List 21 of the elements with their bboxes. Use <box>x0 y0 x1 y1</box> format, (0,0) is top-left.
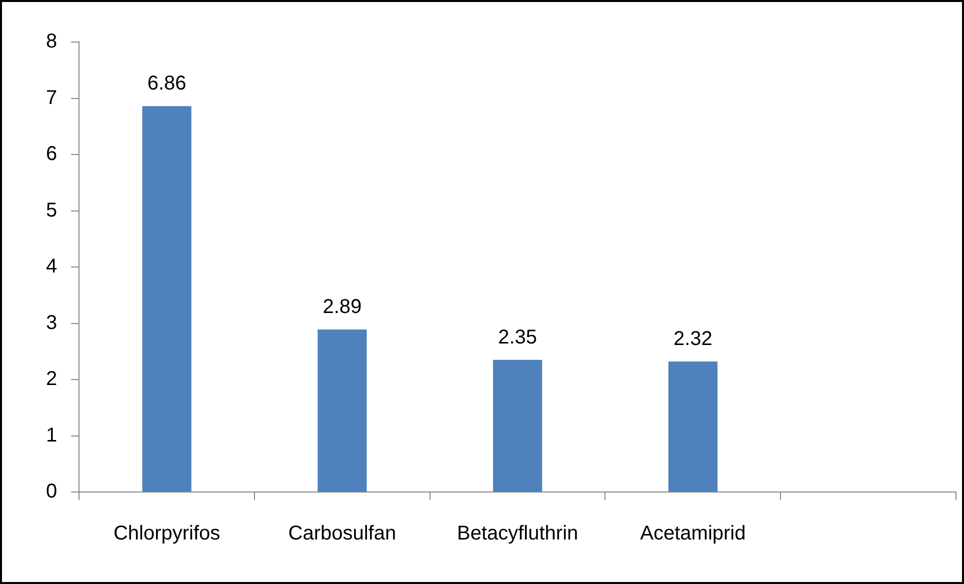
bar <box>318 329 367 492</box>
bar <box>668 362 718 492</box>
y-tick-label: 4 <box>46 256 58 278</box>
x-tick-label: Chlorpyrifos <box>113 522 220 545</box>
y-tick-label: 7 <box>46 86 58 109</box>
x-tick-label: Carbosulfan <box>288 522 396 545</box>
bar <box>142 106 192 492</box>
y-tick-label: 5 <box>46 199 58 222</box>
y-tick-label: 6 <box>46 143 58 166</box>
y-tick-label: 0 <box>46 480 58 503</box>
x-tick-label: Betacyfluthrin <box>456 522 578 545</box>
data-label: 2.89 <box>322 296 362 318</box>
y-tick-label: 2 <box>46 368 58 390</box>
data-label: 6.86 <box>147 72 186 95</box>
y-tick-label: 1 <box>46 424 58 446</box>
data-label: 2.35 <box>498 326 538 348</box>
data-label: 2.32 <box>673 328 712 350</box>
bar <box>493 360 542 492</box>
x-tick-label: Acetamiprid <box>640 522 746 545</box>
y-tick-label: 3 <box>46 312 58 334</box>
y-tick-label: 8 <box>46 30 58 53</box>
